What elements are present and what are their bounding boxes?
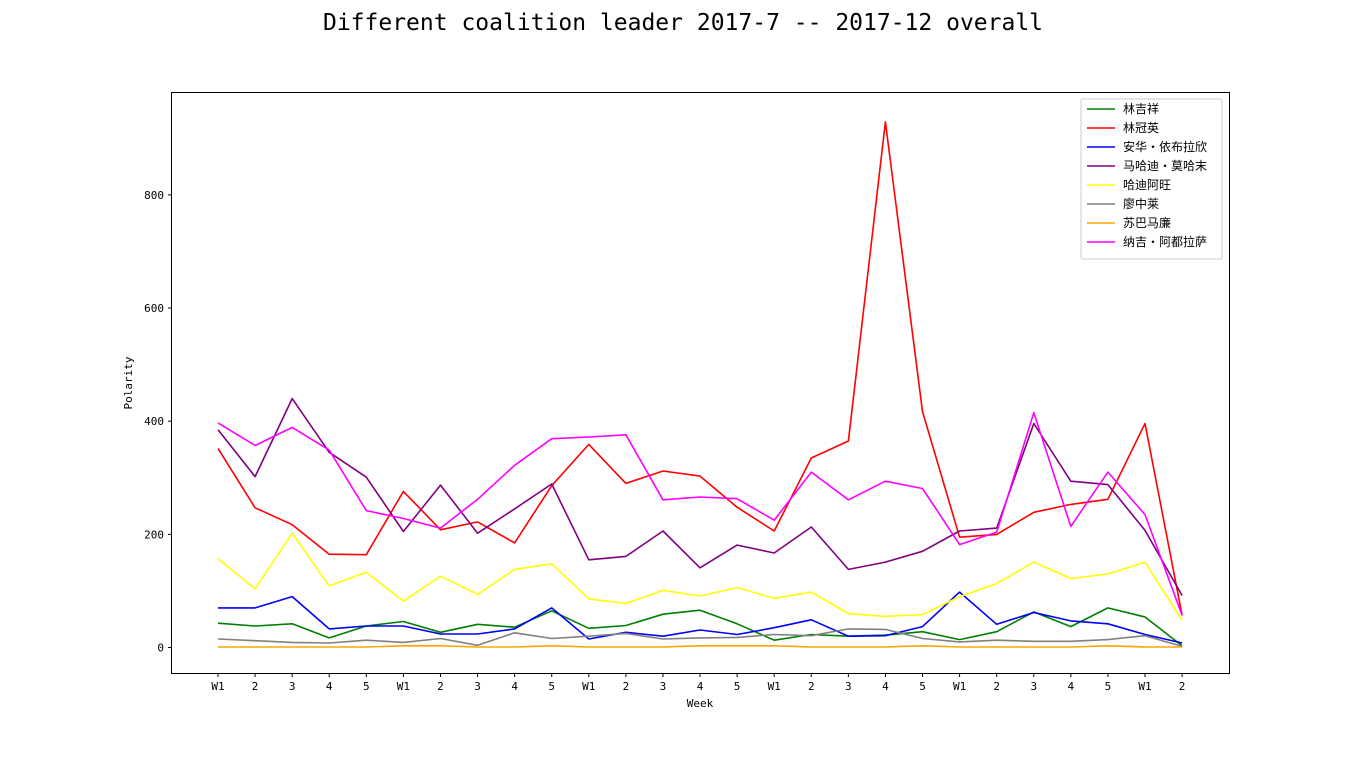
legend-label-5: 廖中莱 [1123, 196, 1159, 211]
y-tick-label: 400 [144, 415, 164, 428]
x-tick-label: 5 [734, 680, 741, 693]
y-axis-label: Polarity [122, 356, 135, 409]
x-tick-label: 5 [548, 680, 555, 693]
x-tick-label: 3 [660, 680, 667, 693]
series-line-4 [217, 532, 1183, 621]
x-tick-label: W1 [397, 680, 410, 693]
x-axis-label: Week [687, 697, 714, 710]
x-tick-label: W1 [953, 680, 966, 693]
x-tick-label: 4 [326, 680, 333, 693]
series-line-6 [218, 644, 1183, 648]
legend-label-4: 哈迪阿旺 [1123, 178, 1171, 192]
x-tick-label: W1 [768, 680, 781, 693]
legend-label-6: 苏巴马廉 [1123, 215, 1171, 230]
x-tick-label: 3 [845, 680, 852, 693]
series-line-1 [217, 121, 1183, 616]
y-axis: 0 200 400 600 800 [144, 189, 172, 655]
x-axis: W1 2 3 4 5 W1 2 3 4 5 W1 2 3 4 5 W1 2 3 4 5 W1 2 3 4 5 W1 2 [211, 673, 1185, 693]
series-line-5 [217, 628, 1183, 648]
x-tick-label: 4 [697, 680, 704, 693]
series-layer [217, 121, 1183, 648]
x-tick-label: 4 [511, 680, 518, 693]
series-line-2 [218, 591, 1183, 644]
y-tick-label: 800 [144, 189, 164, 202]
legend-label-3: 马哈迪・莫哈末 [1123, 159, 1207, 173]
series-line-3 [217, 397, 1183, 596]
legend-box [1080, 98, 1223, 260]
legend-label-7: 纳吉・阿都拉萨 [1123, 234, 1207, 249]
legend-label-2: 安华・依布拉欣 [1123, 139, 1207, 154]
chart-title: Different coalition leader 2017-7 -- 201… [322, 10, 1044, 36]
x-tick-label: 5 [1105, 680, 1112, 693]
x-tick-label: 3 [289, 680, 296, 693]
x-tick-label: 4 [1068, 680, 1075, 693]
x-tick-label: 2 [993, 680, 1000, 693]
x-tick-label: 2 [1179, 680, 1186, 693]
legend-label-0: 林吉祥 [1123, 102, 1159, 116]
x-tick-label: 2 [623, 680, 630, 693]
x-tick-label: W1 [582, 680, 595, 693]
legend-label-1: 林冠英 [1123, 121, 1159, 135]
y-tick-label: 600 [144, 302, 164, 315]
x-tick-label: 2 [808, 680, 815, 693]
x-tick-label: W1 [1138, 680, 1151, 693]
x-tick-label: 3 [1030, 680, 1037, 693]
y-tick-label: 200 [144, 528, 164, 541]
x-tick-label: 5 [919, 680, 926, 693]
x-tick-label: W1 [211, 680, 224, 693]
y-tick-label: 0 [157, 642, 164, 655]
x-tick-label: 2 [252, 680, 259, 693]
series-line-7 [217, 411, 1183, 616]
x-tick-label: 3 [474, 680, 481, 693]
x-tick-label: 5 [363, 680, 370, 693]
x-tick-label: 4 [882, 680, 889, 693]
x-tick-label: 2 [437, 680, 444, 693]
series-line-0 [217, 607, 1183, 647]
